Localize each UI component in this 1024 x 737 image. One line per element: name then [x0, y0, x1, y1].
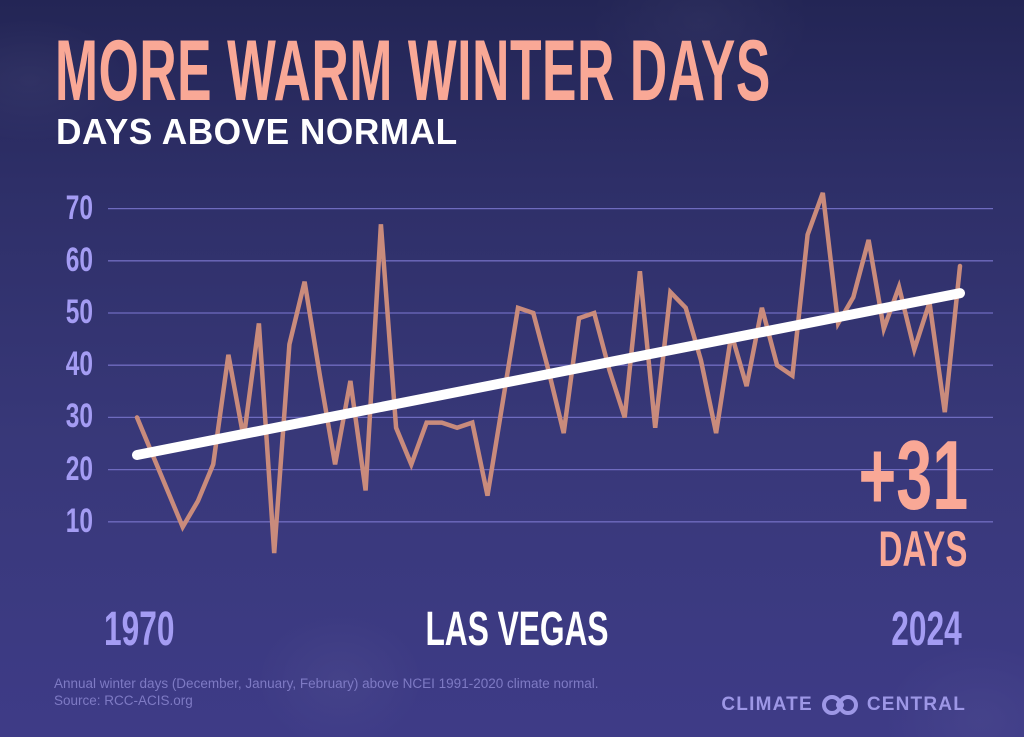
y-tick-label: 20: [65, 449, 93, 488]
brand-name-left: CLIMATE: [721, 694, 813, 715]
y-tick-label: 40: [65, 345, 93, 384]
y-tick-label: 10: [65, 501, 93, 540]
brand-name-right: CENTRAL: [866, 694, 966, 715]
trend-line: [132, 288, 965, 460]
change-unit: DAYS: [878, 521, 967, 577]
footnote: Annual winter days (December, January, F…: [54, 675, 599, 709]
x-axis-start-label: 1970: [104, 603, 175, 656]
brand-logo: CLIMATE CENTRAL: [721, 694, 966, 716]
y-tick-label: 60: [65, 240, 93, 279]
y-tick-label: 30: [65, 397, 93, 436]
chart-title: MORE WARM WINTER DAYS: [55, 23, 771, 119]
y-tick-label: 70: [65, 188, 93, 227]
climate-central-logo-icon: [821, 695, 858, 715]
footnote-description: Annual winter days (December, January, F…: [54, 676, 599, 691]
chart-subtitle: DAYS ABOVE NORMAL: [56, 111, 458, 152]
x-axis-end-label: 2024: [891, 603, 962, 656]
y-tick-label: 50: [65, 293, 93, 331]
change-value: +31: [858, 420, 968, 530]
location-label: LAS VEGAS: [425, 603, 609, 656]
footnote-source: Source: RCC-ACIS.org: [54, 693, 193, 708]
